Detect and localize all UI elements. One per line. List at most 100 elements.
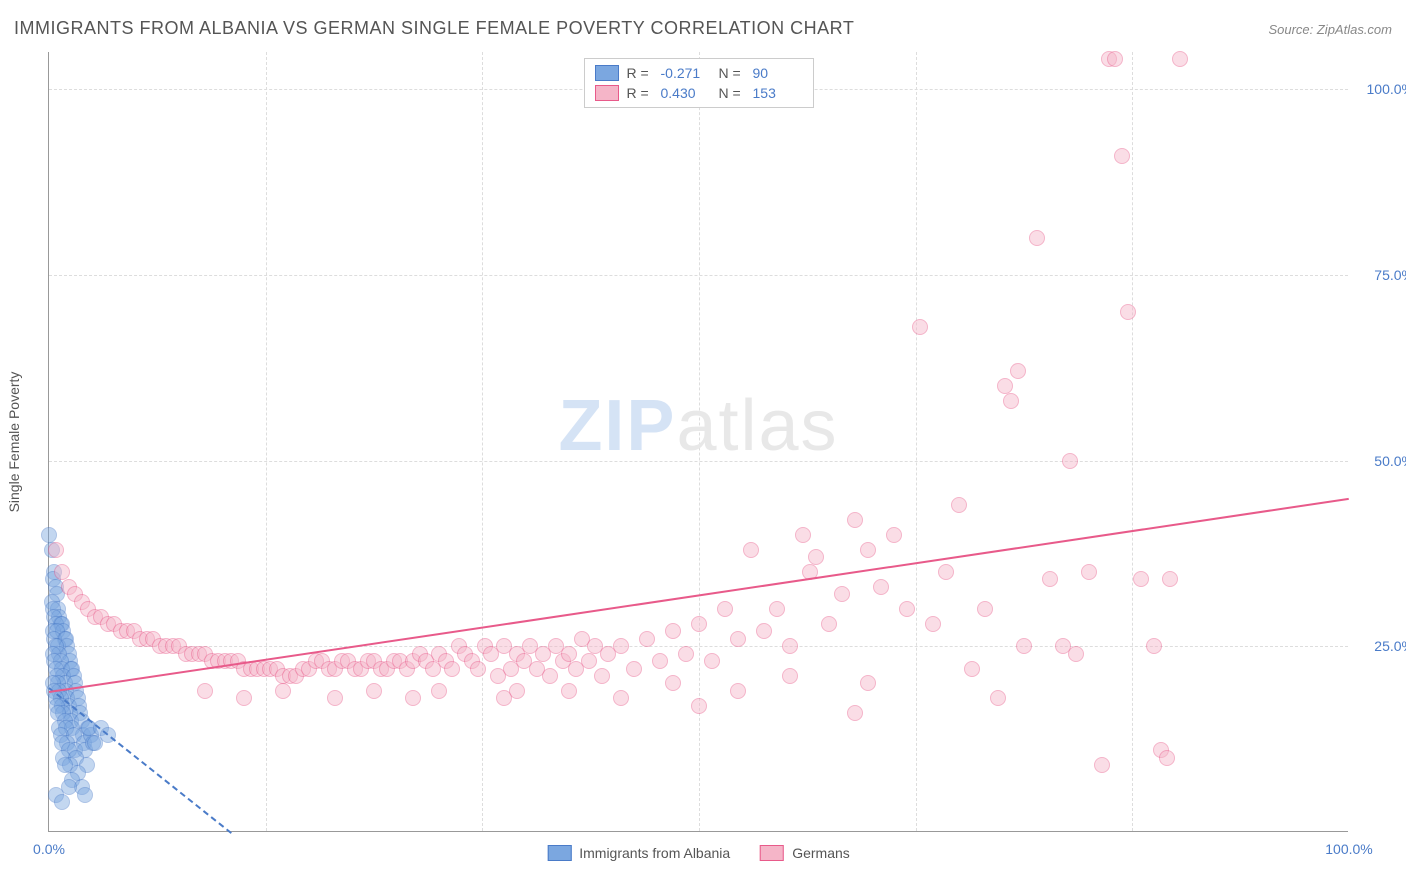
data-point — [743, 542, 759, 558]
r-label: R = — [627, 65, 653, 81]
correlation-legend: R = -0.271 N = 90 R = 0.430 N = 153 — [584, 58, 814, 108]
data-point — [1159, 750, 1175, 766]
data-point — [581, 653, 597, 669]
data-point — [1081, 564, 1097, 580]
legend-row-germans: R = 0.430 N = 153 — [595, 83, 803, 103]
data-point — [691, 698, 707, 714]
chart-title: IMMIGRANTS FROM ALBANIA VS GERMAN SINGLE… — [14, 18, 854, 39]
data-point — [912, 319, 928, 335]
data-point — [1068, 646, 1084, 662]
data-point — [327, 690, 343, 706]
swatch-germans — [595, 85, 619, 101]
data-point — [275, 683, 291, 699]
data-point — [964, 661, 980, 677]
data-point — [977, 601, 993, 617]
data-point — [782, 638, 798, 654]
data-point — [717, 601, 733, 617]
data-point — [678, 646, 694, 662]
data-point — [431, 683, 447, 699]
data-point — [795, 527, 811, 543]
data-point — [834, 586, 850, 602]
gridline-v — [266, 52, 267, 831]
n-label: N = — [719, 85, 745, 101]
scatter-plot-area: Single Female Poverty ZIPatlas R = -0.27… — [48, 52, 1348, 832]
legend-row-albania: R = -0.271 N = 90 — [595, 63, 803, 83]
data-point — [561, 646, 577, 662]
data-point — [1146, 638, 1162, 654]
legend-item-germans: Germans — [760, 845, 850, 861]
legend-item-albania: Immigrants from Albania — [547, 845, 730, 861]
data-point — [639, 631, 655, 647]
data-point — [1029, 230, 1045, 246]
data-point — [613, 690, 629, 706]
data-point — [1003, 393, 1019, 409]
data-point — [470, 661, 486, 677]
data-point — [542, 668, 558, 684]
y-tick-label: 75.0% — [1354, 267, 1406, 283]
y-tick-label: 100.0% — [1354, 81, 1406, 97]
data-point — [626, 661, 642, 677]
r-value-albania: -0.271 — [661, 65, 711, 81]
data-point — [691, 616, 707, 632]
data-point — [652, 653, 668, 669]
data-point — [769, 601, 785, 617]
data-point — [860, 542, 876, 558]
watermark-atlas: atlas — [676, 386, 838, 466]
data-point — [77, 787, 93, 803]
r-label: R = — [627, 85, 653, 101]
data-point — [938, 564, 954, 580]
data-point — [860, 675, 876, 691]
n-value-albania: 90 — [753, 65, 803, 81]
data-point — [1162, 571, 1178, 587]
data-point — [782, 668, 798, 684]
gridline-v — [699, 52, 700, 831]
data-point — [925, 616, 941, 632]
data-point — [197, 683, 213, 699]
data-point — [1016, 638, 1032, 654]
data-point — [61, 779, 77, 795]
data-point — [730, 631, 746, 647]
data-point — [54, 564, 70, 580]
x-tick-label: 100.0% — [1325, 841, 1372, 857]
data-point — [444, 661, 460, 677]
y-tick-label: 25.0% — [1354, 638, 1406, 654]
data-point — [1172, 51, 1188, 67]
data-point — [54, 794, 70, 810]
n-label: N = — [719, 65, 745, 81]
data-point — [41, 527, 57, 543]
data-point — [847, 705, 863, 721]
n-value-germans: 153 — [753, 85, 803, 101]
series-legend: Immigrants from Albania Germans — [547, 845, 850, 861]
data-point — [886, 527, 902, 543]
data-point — [990, 690, 1006, 706]
data-point — [1107, 51, 1123, 67]
y-tick-label: 50.0% — [1354, 453, 1406, 469]
data-point — [366, 683, 382, 699]
data-point — [756, 623, 772, 639]
data-point — [997, 378, 1013, 394]
data-point — [730, 683, 746, 699]
x-tick-label: 0.0% — [33, 841, 65, 857]
swatch-germans-icon — [760, 845, 784, 861]
data-point — [665, 623, 681, 639]
data-point — [594, 668, 610, 684]
gridline-v — [1132, 52, 1133, 831]
data-point — [808, 549, 824, 565]
data-point — [613, 638, 629, 654]
data-point — [1094, 757, 1110, 773]
data-point — [1120, 304, 1136, 320]
data-point — [496, 690, 512, 706]
data-point — [951, 497, 967, 513]
data-point — [821, 616, 837, 632]
data-point — [1010, 363, 1026, 379]
swatch-albania-icon — [547, 845, 571, 861]
data-point — [847, 512, 863, 528]
watermark-zip: ZIP — [558, 386, 676, 466]
data-point — [873, 579, 889, 595]
source-name: ZipAtlas.com — [1317, 22, 1392, 37]
y-axis-label: Single Female Poverty — [6, 371, 22, 512]
data-point — [236, 690, 252, 706]
data-point — [405, 690, 421, 706]
legend-label-germans: Germans — [792, 845, 850, 861]
data-point — [665, 675, 681, 691]
